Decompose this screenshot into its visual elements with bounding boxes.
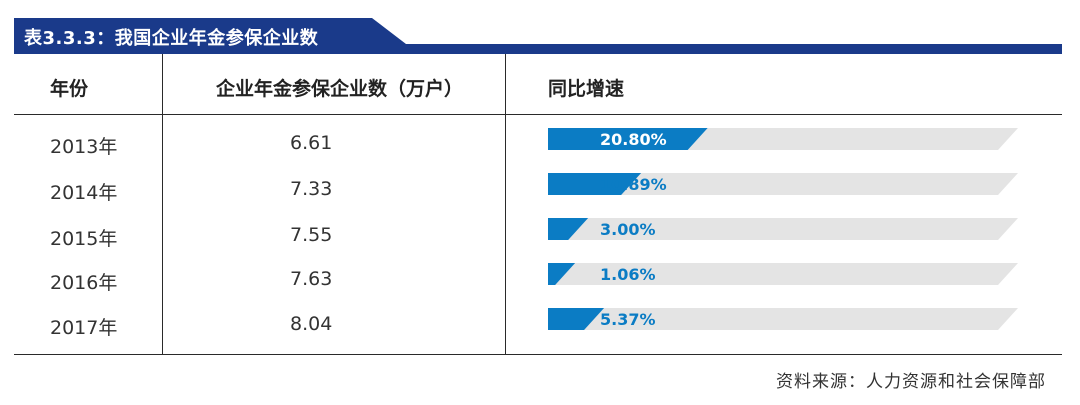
cell-year: 2015年: [50, 228, 118, 250]
cell-year: 2016年: [50, 272, 118, 294]
header-year: 年份: [50, 78, 89, 100]
bar-data-label: 10.89%: [600, 175, 667, 194]
cell-count: 7.33: [290, 178, 333, 200]
data-table: 年份 企业年金参保企业数（万户） 同比增速 2013年 6.61 2014年 7…: [14, 54, 1062, 355]
cell-year: 2017年: [50, 317, 118, 339]
bar-track: [548, 263, 1018, 285]
bar-value: [548, 173, 642, 195]
bar-track: [548, 308, 1018, 330]
bar-data-label: 5.37%: [600, 310, 656, 329]
table-bottom-border: [14, 354, 1062, 355]
header-growth: 同比增速: [548, 78, 625, 100]
header-count: 企业年金参保企业数（万户）: [216, 78, 464, 100]
table-title: 表3.3.3：我国企业年金参保企业数: [24, 28, 319, 49]
bar-value: [548, 128, 708, 150]
cell-count: 7.55: [290, 224, 333, 246]
column-divider-1: [162, 54, 163, 354]
title-banner: [14, 18, 1062, 54]
bar-track: [548, 218, 1018, 240]
bar-track: [548, 173, 1018, 195]
bar-data-label: 3.00%: [600, 220, 656, 239]
source-note: 资料来源：人力资源和社会保障部: [776, 372, 1046, 392]
header-divider: [14, 114, 1062, 115]
bar-value: [548, 308, 605, 330]
bar-value: [548, 218, 589, 240]
cell-count: 6.61: [290, 132, 333, 154]
bar-data-label: 20.80%: [600, 130, 667, 149]
column-divider-2: [505, 54, 506, 354]
title-banner-shape: [14, 18, 1062, 54]
cell-year: 2013年: [50, 136, 118, 158]
growth-bar-chart: 20.80% 10.89% 3.00% 1.06% 5.37%: [548, 128, 1018, 330]
bar-data-label: 1.06%: [600, 265, 656, 284]
bar-value: [548, 263, 576, 285]
cell-count: 7.63: [290, 268, 333, 290]
cell-count: 8.04: [290, 313, 333, 335]
cell-year: 2014年: [50, 182, 118, 204]
